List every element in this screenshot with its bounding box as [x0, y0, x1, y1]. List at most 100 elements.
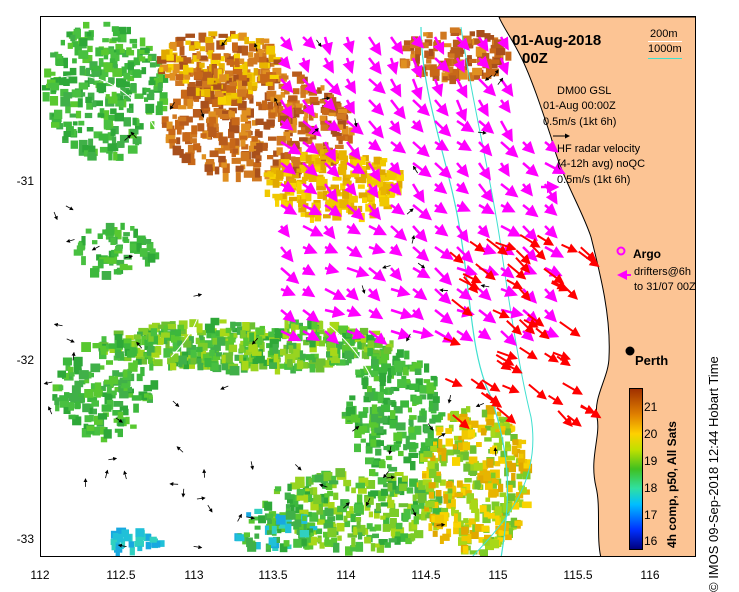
model-vector — [406, 208, 414, 215]
radar-vector — [434, 99, 449, 117]
radar-vector — [500, 330, 517, 346]
radar-vector — [367, 288, 381, 302]
model-vector — [123, 470, 128, 480]
sst-map — [40, 16, 696, 557]
radar-vector — [322, 57, 334, 74]
radar-vector — [389, 267, 403, 282]
radar-vector — [520, 182, 533, 197]
radar-vector — [456, 329, 474, 342]
radar-vector — [476, 36, 489, 53]
model-vector — [493, 447, 498, 456]
model-vector — [412, 508, 417, 517]
fast-vector — [506, 320, 522, 336]
radar-vector — [324, 162, 340, 178]
model-vector — [104, 469, 109, 479]
radar-vector — [455, 225, 469, 243]
radar-vector — [343, 99, 355, 115]
y-tick-label: -33 — [16, 532, 34, 546]
radar-vector — [544, 161, 566, 175]
model-vector — [412, 165, 419, 174]
radar-vector — [368, 307, 384, 320]
radar-vector — [345, 287, 359, 301]
land-mass — [498, 17, 695, 556]
radar-vector — [412, 99, 430, 117]
radar-vector — [456, 200, 471, 212]
radar-vector — [432, 36, 445, 56]
fast-vector — [528, 383, 547, 400]
contour-200m — [180, 287, 372, 378]
model-vector — [352, 425, 360, 432]
radar-vector — [522, 162, 539, 177]
model-vector — [480, 284, 490, 288]
contour-200-label: 200m — [650, 28, 678, 40]
radar-vector — [346, 245, 363, 258]
model-vector — [411, 234, 416, 244]
radar-vector — [324, 330, 340, 345]
radar-vector — [366, 183, 379, 199]
perth-dot — [625, 346, 635, 356]
colorbar — [629, 388, 643, 550]
model-vector — [43, 381, 53, 385]
fast-vector — [552, 351, 571, 361]
radar-label-1: HF radar velocity — [557, 143, 641, 155]
current-vectors — [43, 35, 635, 550]
radar-vector — [544, 225, 558, 239]
model-vector — [48, 406, 53, 415]
model-vector — [176, 446, 184, 453]
radar-vector — [302, 242, 318, 255]
radar-vector — [324, 262, 340, 275]
colorbar-tick: 21 — [644, 400, 658, 414]
model-vector — [406, 333, 411, 342]
model-vector — [65, 205, 74, 211]
radar-vector — [412, 246, 430, 262]
radar-vector — [434, 120, 452, 137]
radar-vector — [434, 267, 453, 286]
drifters-label-2: to 31/07 00Z — [634, 281, 696, 293]
model-vector — [172, 400, 180, 408]
model-vector — [353, 118, 358, 128]
model-vector — [437, 433, 446, 438]
radar-vector — [434, 162, 452, 179]
model-vector — [136, 341, 143, 349]
fast-vector — [559, 321, 581, 337]
fast-vector — [580, 246, 597, 262]
fast-vector — [496, 406, 517, 424]
radar-vector — [544, 245, 565, 258]
radar-vector — [522, 204, 539, 218]
radar-vector — [498, 99, 511, 114]
radar-vector — [476, 55, 490, 69]
radar-vector — [368, 267, 387, 282]
model-vector — [130, 131, 137, 139]
radar-vector — [497, 36, 509, 51]
radar-vector — [302, 162, 318, 177]
radar-vector — [302, 224, 324, 237]
radar-vector — [410, 78, 423, 101]
y-tick-label: -31 — [16, 174, 34, 188]
model-vector — [294, 464, 302, 471]
radar-vector — [342, 36, 355, 55]
model-vector — [343, 502, 350, 509]
radar-vector — [320, 36, 333, 56]
fast-vector — [480, 391, 503, 408]
radar-vector — [302, 120, 322, 137]
colorbar-label: 4h comp, p50, All Sats — [665, 421, 679, 548]
radar-vector — [344, 182, 357, 197]
radar-vector — [302, 182, 318, 195]
radar-vector — [389, 78, 402, 98]
radar-vector — [324, 119, 342, 132]
radar-vector — [412, 287, 428, 301]
contour-1000-label: 1000m — [648, 43, 682, 55]
radar-vector — [544, 288, 558, 303]
fast-vector — [495, 241, 517, 252]
model-vector — [388, 446, 393, 455]
radar-vector — [500, 224, 522, 237]
model-vector — [246, 515, 256, 520]
radar-vector — [390, 99, 406, 120]
radar-vector — [279, 99, 293, 119]
fast-vector — [475, 263, 496, 281]
radar-vector — [302, 35, 316, 50]
model-vector — [193, 293, 203, 298]
model-vector — [382, 264, 391, 269]
model-vector — [117, 543, 127, 548]
radar-vector — [410, 119, 424, 133]
